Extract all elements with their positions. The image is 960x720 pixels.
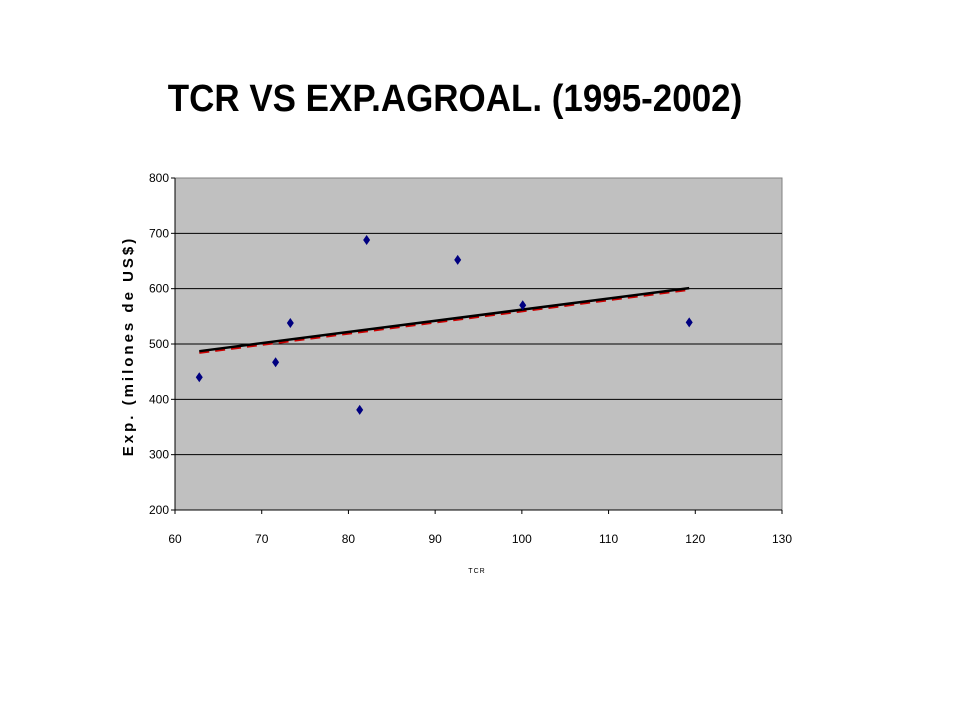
chart-title: TCR VS EXP.AGROAL. (1995-2002) (167, 78, 743, 120)
data-point (685, 317, 693, 328)
y-tick-label: 800 (149, 171, 169, 185)
data-point (286, 317, 294, 328)
y-tick-label: 400 (149, 392, 169, 406)
data-point (519, 300, 527, 311)
x-tick-label: 90 (428, 532, 442, 546)
trendline (199, 286, 690, 354)
trendline-line (199, 286, 690, 353)
x-tick-label: 80 (342, 532, 356, 546)
data-point (195, 372, 203, 383)
x-tick-label: 60 (168, 532, 182, 546)
x-axis-label: TCR (468, 568, 485, 575)
trendline-shadow (199, 288, 690, 354)
y-tick-label: 700 (149, 226, 169, 240)
y-tick-label: 200 (149, 503, 169, 517)
y-axis: 200 300 400 500 600 700 800 (149, 171, 176, 517)
x-tick-label: 70 (255, 532, 269, 546)
data-point (363, 234, 371, 245)
x-tick-label: 120 (685, 532, 705, 546)
x-tick-label: 100 (512, 532, 532, 546)
x-tick-label: 110 (599, 532, 618, 546)
data-points (195, 234, 693, 415)
x-axis: 60 70 80 90 100 110 120 130 (168, 509, 792, 546)
y-axis-label: Exp. (milones de US$) (120, 236, 137, 457)
data-point (272, 357, 280, 368)
y-tick-label: 500 (149, 337, 169, 351)
y-tick-label: 300 (149, 448, 169, 462)
x-tick-label: 130 (772, 532, 792, 546)
data-point (356, 404, 364, 415)
y-tick-label: 600 (149, 282, 169, 296)
data-point (454, 254, 462, 265)
